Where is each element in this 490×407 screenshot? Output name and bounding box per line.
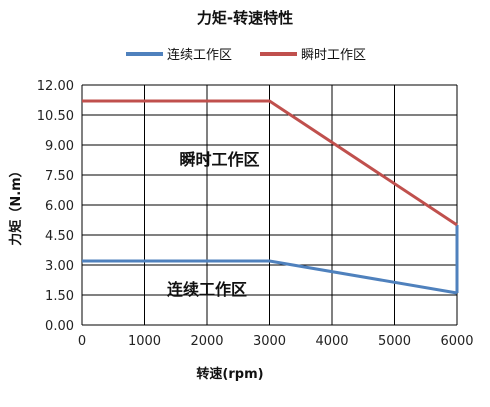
series-lines: [82, 99, 459, 295]
y-tick-label: 3.00: [45, 259, 74, 274]
x-tick-label: 0: [78, 334, 86, 349]
y-tick-label: 12.00: [37, 79, 74, 94]
x-tick-label: 6000: [440, 334, 473, 349]
y-axis-label: 力矩（N.m）: [8, 164, 24, 245]
x-tick-label: 3000: [253, 334, 286, 349]
region-annotation: 瞬时工作区: [179, 150, 259, 169]
x-tick-label: 5000: [378, 334, 411, 349]
x-axis-label: 转速(rpm): [196, 366, 263, 382]
y-tick-label: 1.50: [45, 289, 74, 304]
y-tick-label: 0.00: [45, 319, 74, 334]
y-tick-label: 7.50: [45, 169, 74, 184]
x-tick-label: 1000: [128, 334, 161, 349]
series-line-0: [82, 259, 458, 295]
legend-label-instant: 瞬时工作区: [301, 48, 366, 63]
y-tick-label: 10.50: [37, 109, 74, 124]
legend: 连续工作区 瞬时工作区: [126, 47, 366, 63]
region-annotation: 连续工作区: [167, 280, 247, 299]
y-tick-label: 6.00: [45, 199, 74, 214]
chart-title: 力矩-转速特性: [197, 9, 293, 27]
grid: [81, 84, 458, 326]
y-tick-label: 4.50: [45, 229, 74, 244]
x-tick-label: 4000: [315, 334, 348, 349]
tick-labels: 0 1000 2000 3000 4000 5000 6000 0.00 1.50 3.00 4.5…: [37, 79, 474, 349]
y-tick-label: 9.00: [45, 139, 74, 154]
x-tick-label: 2000: [190, 334, 223, 349]
series-line-1: [82, 99, 458, 227]
legend-label-continuous: 连续工作区: [167, 47, 232, 63]
